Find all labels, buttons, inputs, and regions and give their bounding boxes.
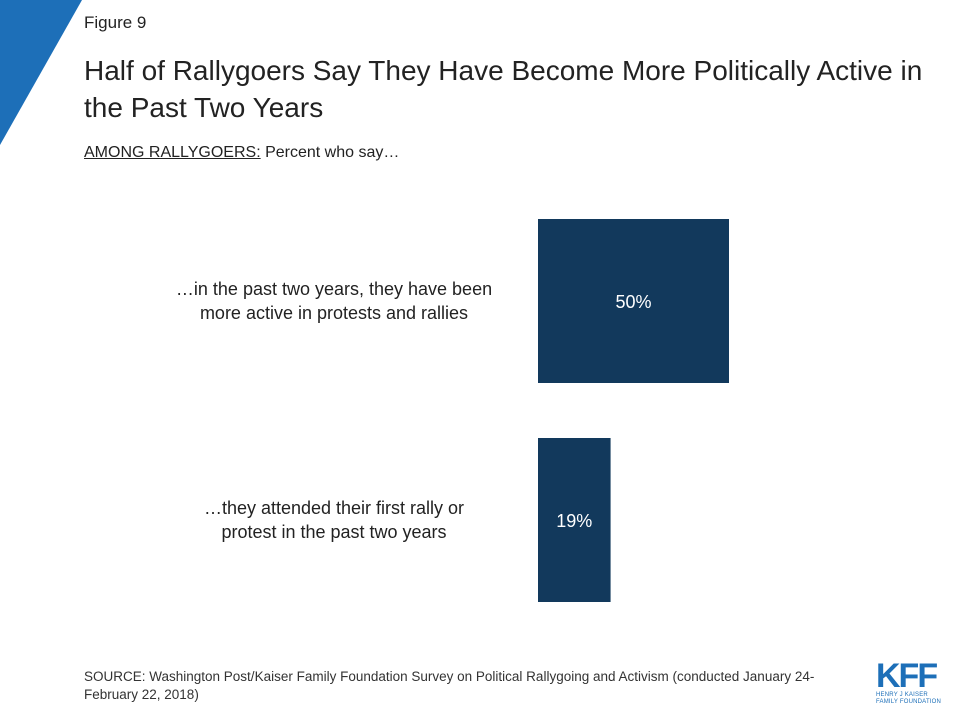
chart-subtitle: AMONG RALLYGOERS: Percent who say…	[84, 144, 399, 162]
data-label-2: 19%	[556, 511, 592, 531]
logo-letters: KFF	[876, 657, 938, 695]
category-label-1-line-1: …in the past two years, they have been	[176, 279, 492, 299]
category-label-1-line-2: more active in protests and rallies	[200, 303, 468, 323]
corner-accent	[0, 0, 82, 145]
bar-1	[538, 219, 729, 383]
bar-chart: 50% …in the past two years, they have bee…	[176, 219, 729, 602]
subtitle-underlined: AMONG RALLYGOERS:	[84, 144, 261, 161]
data-label-1: 50%	[615, 292, 651, 312]
logo-line-1: HENRY J KAISER	[876, 692, 928, 698]
subtitle-rest: Percent who say…	[260, 144, 400, 161]
source-note: SOURCE: Washington Post/Kaiser Family Fo…	[84, 669, 815, 702]
category-label-2-line-2: protest in the past two years	[221, 522, 446, 542]
figure-label: Figure 9	[84, 13, 147, 32]
logo-line-2: FAMILY FOUNDATION	[876, 699, 942, 705]
kff-logo: KFF HENRY J KAISER FAMILY FOUNDATION	[876, 657, 946, 710]
bar-2	[538, 438, 611, 602]
chart-title: Half of Rallygoers Say They Have Become …	[84, 55, 923, 123]
category-label-2-line-1: …they attended their first rally or	[204, 498, 464, 518]
